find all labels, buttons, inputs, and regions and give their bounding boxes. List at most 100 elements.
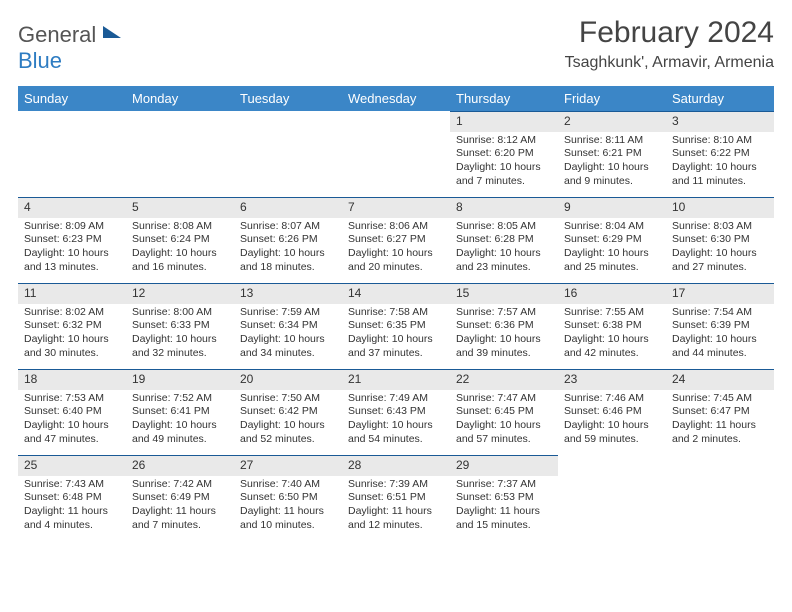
logo-text-1: General bbox=[18, 22, 96, 47]
sunrise-line: Sunrise: 8:06 AM bbox=[348, 220, 444, 234]
calendar-head: SundayMondayTuesdayWednesdayThursdayFrid… bbox=[18, 86, 774, 111]
sunset-line: Sunset: 6:33 PM bbox=[132, 319, 228, 333]
sunset-line: Sunset: 6:39 PM bbox=[672, 319, 768, 333]
day-number: 9 bbox=[558, 197, 666, 218]
daylight-line-1: Daylight: 10 hours bbox=[672, 247, 768, 261]
day-details: Sunrise: 7:57 AMSunset: 6:36 PMDaylight:… bbox=[450, 304, 558, 365]
calendar-empty-cell bbox=[666, 455, 774, 541]
sunset-line: Sunset: 6:36 PM bbox=[456, 319, 552, 333]
day-number: 6 bbox=[234, 197, 342, 218]
sunrise-line: Sunrise: 8:07 AM bbox=[240, 220, 336, 234]
calendar-empty-cell bbox=[234, 111, 342, 197]
sunset-line: Sunset: 6:46 PM bbox=[564, 405, 660, 419]
sunrise-line: Sunrise: 7:42 AM bbox=[132, 478, 228, 492]
daylight-line-2: and 2 minutes. bbox=[672, 433, 768, 447]
sunrise-line: Sunrise: 8:00 AM bbox=[132, 306, 228, 320]
day-details: Sunrise: 7:55 AMSunset: 6:38 PMDaylight:… bbox=[558, 304, 666, 365]
day-number: 16 bbox=[558, 283, 666, 304]
calendar-day-cell: 22Sunrise: 7:47 AMSunset: 6:45 PMDayligh… bbox=[450, 369, 558, 455]
sunrise-line: Sunrise: 8:10 AM bbox=[672, 134, 768, 148]
calendar-day-cell: 28Sunrise: 7:39 AMSunset: 6:51 PMDayligh… bbox=[342, 455, 450, 541]
day-details: Sunrise: 8:10 AMSunset: 6:22 PMDaylight:… bbox=[666, 132, 774, 193]
daylight-line-2: and 39 minutes. bbox=[456, 347, 552, 361]
day-number: 14 bbox=[342, 283, 450, 304]
daylight-line-1: Daylight: 10 hours bbox=[24, 419, 120, 433]
daylight-line-1: Daylight: 10 hours bbox=[456, 247, 552, 261]
calendar-day-cell: 20Sunrise: 7:50 AMSunset: 6:42 PMDayligh… bbox=[234, 369, 342, 455]
daylight-line-1: Daylight: 10 hours bbox=[240, 419, 336, 433]
calendar-day-cell: 4Sunrise: 8:09 AMSunset: 6:23 PMDaylight… bbox=[18, 197, 126, 283]
daylight-line-2: and 20 minutes. bbox=[348, 261, 444, 275]
sunrise-line: Sunrise: 7:58 AM bbox=[348, 306, 444, 320]
day-number: 29 bbox=[450, 455, 558, 476]
calendar-empty-cell bbox=[342, 111, 450, 197]
calendar-day-cell: 18Sunrise: 7:53 AMSunset: 6:40 PMDayligh… bbox=[18, 369, 126, 455]
calendar-day-cell: 27Sunrise: 7:40 AMSunset: 6:50 PMDayligh… bbox=[234, 455, 342, 541]
sunset-line: Sunset: 6:49 PM bbox=[132, 491, 228, 505]
calendar-day-cell: 5Sunrise: 8:08 AMSunset: 6:24 PMDaylight… bbox=[126, 197, 234, 283]
sunset-line: Sunset: 6:26 PM bbox=[240, 233, 336, 247]
day-number: 27 bbox=[234, 455, 342, 476]
calendar-day-cell: 10Sunrise: 8:03 AMSunset: 6:30 PMDayligh… bbox=[666, 197, 774, 283]
daylight-line-1: Daylight: 10 hours bbox=[24, 247, 120, 261]
sunrise-line: Sunrise: 7:55 AM bbox=[564, 306, 660, 320]
sunset-line: Sunset: 6:45 PM bbox=[456, 405, 552, 419]
sunrise-line: Sunrise: 8:02 AM bbox=[24, 306, 120, 320]
sunrise-line: Sunrise: 8:09 AM bbox=[24, 220, 120, 234]
day-header: Thursday bbox=[450, 86, 558, 111]
logo: General Blue bbox=[18, 16, 121, 74]
daylight-line-1: Daylight: 10 hours bbox=[348, 419, 444, 433]
calendar-table: SundayMondayTuesdayWednesdayThursdayFrid… bbox=[18, 86, 774, 541]
sunset-line: Sunset: 6:41 PM bbox=[132, 405, 228, 419]
daylight-line-2: and 52 minutes. bbox=[240, 433, 336, 447]
sunrise-line: Sunrise: 8:05 AM bbox=[456, 220, 552, 234]
calendar-day-cell: 14Sunrise: 7:58 AMSunset: 6:35 PMDayligh… bbox=[342, 283, 450, 369]
daylight-line-1: Daylight: 10 hours bbox=[456, 333, 552, 347]
day-details: Sunrise: 7:43 AMSunset: 6:48 PMDaylight:… bbox=[18, 476, 126, 537]
day-details: Sunrise: 8:09 AMSunset: 6:23 PMDaylight:… bbox=[18, 218, 126, 279]
calendar-day-cell: 23Sunrise: 7:46 AMSunset: 6:46 PMDayligh… bbox=[558, 369, 666, 455]
daylight-line-2: and 47 minutes. bbox=[24, 433, 120, 447]
calendar-day-cell: 11Sunrise: 8:02 AMSunset: 6:32 PMDayligh… bbox=[18, 283, 126, 369]
sunset-line: Sunset: 6:29 PM bbox=[564, 233, 660, 247]
sunset-line: Sunset: 6:40 PM bbox=[24, 405, 120, 419]
daylight-line-2: and 12 minutes. bbox=[348, 519, 444, 533]
daylight-line-1: Daylight: 10 hours bbox=[132, 419, 228, 433]
calendar-day-cell: 24Sunrise: 7:45 AMSunset: 6:47 PMDayligh… bbox=[666, 369, 774, 455]
daylight-line-2: and 30 minutes. bbox=[24, 347, 120, 361]
logo-text-2: Blue bbox=[18, 48, 62, 73]
calendar-day-cell: 15Sunrise: 7:57 AMSunset: 6:36 PMDayligh… bbox=[450, 283, 558, 369]
daylight-line-1: Daylight: 10 hours bbox=[24, 333, 120, 347]
calendar-day-cell: 19Sunrise: 7:52 AMSunset: 6:41 PMDayligh… bbox=[126, 369, 234, 455]
day-header: Sunday bbox=[18, 86, 126, 111]
day-number: 28 bbox=[342, 455, 450, 476]
day-details: Sunrise: 8:05 AMSunset: 6:28 PMDaylight:… bbox=[450, 218, 558, 279]
sunrise-line: Sunrise: 7:40 AM bbox=[240, 478, 336, 492]
daylight-line-1: Daylight: 10 hours bbox=[348, 247, 444, 261]
sunrise-line: Sunrise: 7:52 AM bbox=[132, 392, 228, 406]
month-title: February 2024 bbox=[565, 16, 774, 50]
calendar-day-cell: 6Sunrise: 8:07 AMSunset: 6:26 PMDaylight… bbox=[234, 197, 342, 283]
daylight-line-1: Daylight: 10 hours bbox=[240, 333, 336, 347]
logo-triangle-icon bbox=[103, 26, 121, 38]
sunrise-line: Sunrise: 7:57 AM bbox=[456, 306, 552, 320]
day-number: 22 bbox=[450, 369, 558, 390]
sunset-line: Sunset: 6:38 PM bbox=[564, 319, 660, 333]
location-label: Tsaghkunk', Armavir, Armenia bbox=[565, 54, 774, 72]
daylight-line-1: Daylight: 11 hours bbox=[24, 505, 120, 519]
day-details: Sunrise: 8:00 AMSunset: 6:33 PMDaylight:… bbox=[126, 304, 234, 365]
calendar-day-cell: 25Sunrise: 7:43 AMSunset: 6:48 PMDayligh… bbox=[18, 455, 126, 541]
day-number: 3 bbox=[666, 111, 774, 132]
sunrise-line: Sunrise: 7:49 AM bbox=[348, 392, 444, 406]
day-number: 15 bbox=[450, 283, 558, 304]
day-details: Sunrise: 7:59 AMSunset: 6:34 PMDaylight:… bbox=[234, 304, 342, 365]
daylight-line-2: and 16 minutes. bbox=[132, 261, 228, 275]
daylight-line-1: Daylight: 10 hours bbox=[456, 161, 552, 175]
sunrise-line: Sunrise: 7:43 AM bbox=[24, 478, 120, 492]
daylight-line-1: Daylight: 11 hours bbox=[132, 505, 228, 519]
daylight-line-1: Daylight: 10 hours bbox=[132, 247, 228, 261]
day-number: 2 bbox=[558, 111, 666, 132]
daylight-line-2: and 13 minutes. bbox=[24, 261, 120, 275]
day-details: Sunrise: 7:58 AMSunset: 6:35 PMDaylight:… bbox=[342, 304, 450, 365]
daylight-line-1: Daylight: 11 hours bbox=[240, 505, 336, 519]
